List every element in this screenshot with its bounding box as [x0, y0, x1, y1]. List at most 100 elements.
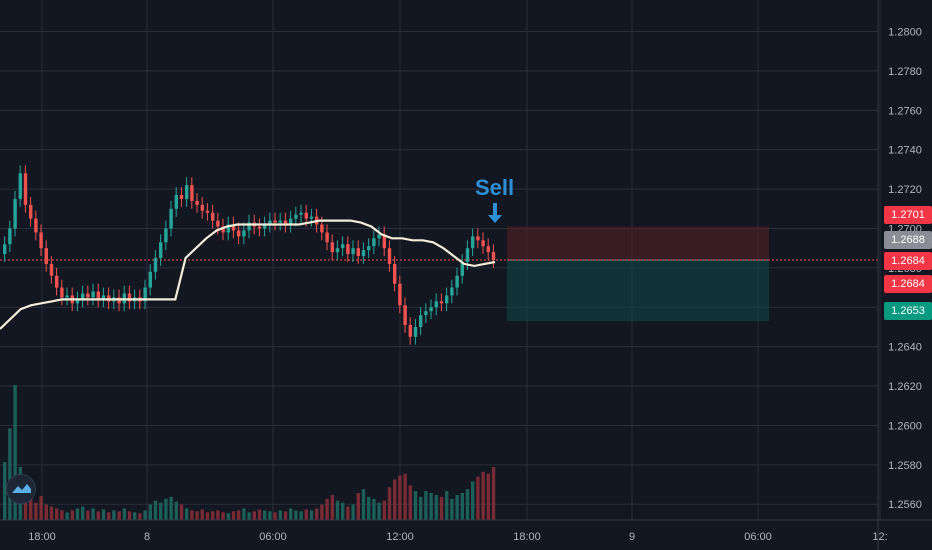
volume-bar	[424, 491, 428, 520]
volume-bar	[133, 512, 137, 520]
volume-bar	[361, 489, 366, 520]
volume-bar	[179, 504, 184, 520]
volume-bar	[96, 511, 100, 520]
candle-body	[39, 232, 43, 249]
price-tick-label: 1.2640	[888, 342, 922, 354]
candle-body	[278, 220, 282, 223]
candle-body	[455, 275, 459, 288]
candle-body	[216, 220, 220, 227]
candle-body	[159, 242, 163, 259]
moving-average-path	[0, 219, 496, 330]
volume-bar	[346, 506, 350, 520]
volume-bar	[159, 502, 163, 520]
candle-body	[434, 301, 438, 308]
stop-loss-zone	[507, 226, 769, 260]
volume-bar	[174, 501, 178, 520]
volume-bar	[294, 510, 298, 520]
candle-body	[325, 232, 329, 243]
volume-bar	[153, 500, 158, 520]
volume-bar	[309, 510, 314, 520]
position-zones	[0, 226, 878, 322]
volume-bar	[403, 473, 407, 520]
volume-bar	[315, 508, 319, 520]
candle-body	[65, 295, 69, 298]
volume-bar	[81, 506, 85, 520]
volume-bar	[299, 511, 303, 520]
candle-body	[320, 224, 324, 233]
candle-body	[419, 315, 423, 327]
volume-bar	[465, 489, 470, 520]
volume-bar	[226, 513, 230, 520]
candle-body	[190, 185, 194, 201]
volume-bar	[481, 471, 485, 520]
candle-body	[101, 295, 106, 300]
candle-body	[148, 271, 152, 288]
candle-body	[481, 240, 485, 247]
volume-bar	[325, 498, 329, 520]
candle-body	[91, 291, 95, 298]
volume-bar	[221, 512, 225, 520]
volume-bar	[445, 491, 449, 520]
candle-body	[23, 173, 28, 205]
price-tag: 1.2684	[884, 275, 932, 293]
candle-body	[429, 307, 433, 312]
volume-bar	[419, 496, 423, 520]
candle-body	[351, 248, 355, 255]
volume-bar	[247, 512, 251, 520]
time-tick-label: 12:	[872, 531, 887, 543]
candle-body	[34, 218, 38, 233]
volume-bar	[29, 491, 33, 520]
volume-bar	[335, 500, 340, 520]
volume-bar	[257, 509, 262, 520]
volume-bar	[377, 502, 381, 520]
volume-bar	[13, 385, 17, 520]
volume-bar	[263, 510, 267, 520]
volume-bar	[169, 496, 173, 520]
volume-bar	[320, 504, 324, 520]
volume-bar	[408, 485, 412, 520]
volume-bar	[434, 494, 438, 520]
price-tag: 1.2701	[884, 206, 932, 224]
volume-bar	[127, 511, 132, 520]
candle-body	[200, 204, 204, 211]
candle-body	[49, 263, 54, 276]
candle-body	[465, 248, 470, 262]
volume-bars	[3, 385, 496, 520]
volume-bar	[455, 494, 459, 520]
volume-bar	[450, 498, 454, 520]
time-tick-label: 9	[629, 531, 635, 543]
volume-bar	[49, 506, 54, 520]
volume-bar	[372, 498, 376, 520]
volume-bar	[471, 481, 475, 520]
volume-bar	[216, 510, 220, 520]
candle-body	[179, 195, 184, 199]
volume-bar	[60, 510, 64, 520]
candle-body	[393, 263, 397, 284]
volume-bar	[278, 510, 282, 520]
candle-body	[330, 242, 334, 253]
candle-body	[263, 224, 267, 229]
volume-bar	[231, 511, 236, 520]
volume-bar	[242, 508, 246, 520]
volume-bar	[351, 504, 355, 520]
candle-body	[268, 220, 272, 225]
volume-bar	[387, 487, 392, 520]
candle-body	[367, 246, 371, 251]
candle-body	[346, 244, 350, 255]
candle-body	[294, 214, 298, 219]
volume-bar	[273, 512, 277, 520]
candle-body	[153, 258, 158, 272]
volume-bar	[112, 510, 116, 520]
volume-bar	[476, 476, 480, 520]
volume-bar	[34, 502, 38, 520]
candle-body	[205, 210, 210, 213]
candle-body	[335, 248, 340, 253]
candle-body	[226, 224, 230, 233]
candle-body	[283, 220, 288, 225]
volume-bar	[304, 509, 308, 520]
volume-bar	[91, 508, 95, 520]
price-tick-label: 1.2740	[888, 145, 922, 157]
volume-bar	[185, 508, 189, 520]
candle-body	[491, 252, 496, 260]
